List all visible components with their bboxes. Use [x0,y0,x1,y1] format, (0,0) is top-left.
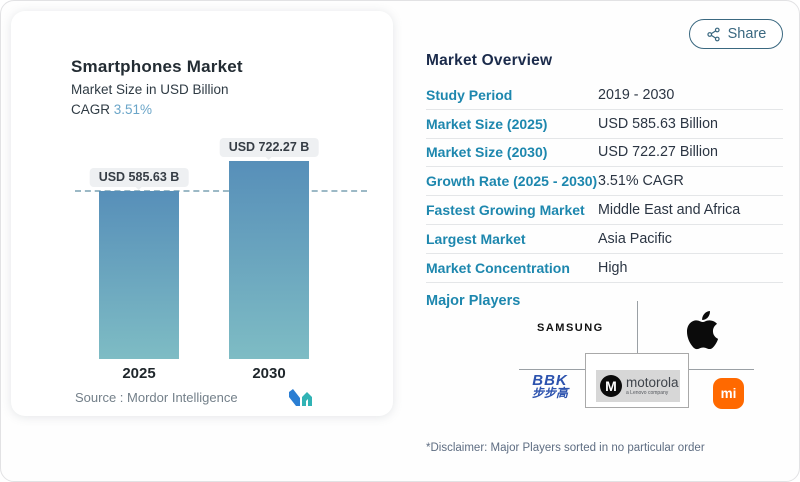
row-label: Market Size (2030) [426,144,548,161]
table-row-market-size-2025: Market Size (2025) USD 585.63 Billion [426,110,783,139]
bar-2025[interactable] [99,191,179,359]
motorola-lenovo-subtext: a Lenovo company [626,389,669,396]
row-value: Asia Pacific [598,230,672,247]
x-axis-label-2030: 2030 [252,365,286,382]
table-row-growth-rate: Growth Rate (2025 - 2030) 3.51% CAGR [426,167,783,197]
row-value: High [598,259,628,276]
samsung-logo: SAMSUNG [537,322,604,334]
share-button[interactable]: Share [689,19,783,49]
row-label: Largest Market [426,230,526,247]
bbk-wordmark: BBK [532,372,568,389]
row-value: USD 722.27 Billion [598,144,719,161]
source-label: Source : [75,390,124,405]
overview-heading: Market Overview [426,52,553,69]
source-attribution: Source : Mordor Intelligence [75,390,238,405]
table-row-fastest-growing-market: Fastest Growing Market Middle East and A… [426,196,783,225]
motorola-logo: M motorola a Lenovo company [596,370,680,402]
overview-table: Study Period 2019 - 2030 Market Size (20… [426,81,783,283]
disclaimer-text: *Disclaimer: Major Players sorted in no … [426,442,705,454]
table-row-market-size-2030: Market Size (2030) USD 722.27 Billion [426,139,783,168]
mordor-intelligence-logo-icon [289,389,312,406]
motorola-wordmark: motorola [626,374,679,390]
chart-title: Smartphones Market [71,57,243,76]
major-players-label: Major Players [426,293,521,309]
bbk-logo: BBK 步步高 [522,372,578,400]
row-label: Growth Rate (2025 - 2030) [426,173,598,190]
row-label: Market Size (2025) [426,115,548,132]
row-value: Middle East and Africa [598,202,741,219]
cagr-value: 3.51% [113,102,153,117]
share-button-label: Share [727,26,767,42]
bar-2030-value-label: USD 722.27 B [219,138,319,160]
bbk-chinese-wordmark: 步步高 [531,386,568,400]
table-row-market-concentration: Market Concentration High [426,254,783,283]
row-value: 2019 - 2030 [598,86,675,103]
row-label: Market Concentration [426,259,570,276]
chart-subtitle: Market Size in USD Billion [71,82,229,97]
players-connector-vertical-line [637,301,638,354]
share-icon [706,27,720,41]
xiaomi-mi-logo-icon: mi [713,378,744,409]
bar-2025-value-label: USD 585.63 B [89,168,189,190]
row-label: Fastest Growing Market [426,202,585,219]
source-value: Mordor Intelligence [127,390,238,405]
table-row-study-period: Study Period 2019 - 2030 [426,81,783,110]
row-value: 3.51% CAGR [598,173,684,190]
cagr-label: CAGR [71,102,111,117]
motorola-logo-card: M motorola a Lenovo company [585,353,689,408]
market-chart-card: Smartphones Market Market Size in USD Bi… [11,11,393,416]
x-axis-label-2025: 2025 [122,365,156,382]
apple-logo-icon [687,311,719,350]
bar-2030[interactable] [229,161,309,359]
motorola-m-icon: M [600,375,622,397]
reference-dashed-line [75,190,367,192]
table-row-largest-market: Largest Market Asia Pacific [426,225,783,254]
row-label: Study Period [426,86,513,103]
row-value: USD 585.63 Billion [598,115,719,132]
chart-cagr-line: CAGR 3.51% [71,102,152,117]
